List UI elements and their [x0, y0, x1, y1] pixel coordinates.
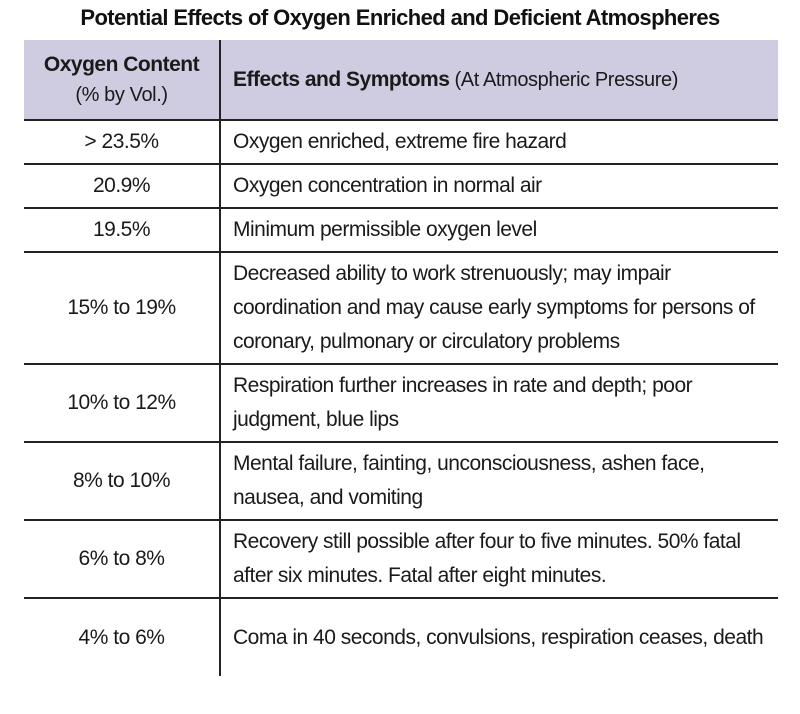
table-row: 15% to 19% Decreased ability to work str…	[24, 252, 778, 365]
table-title: Potential Effects of Oxygen Enriched and…	[80, 5, 720, 30]
header-oxygen-content-label: Oxygen Content	[43, 52, 200, 76]
effect-cell: Decreased ability to work strenuously; m…	[220, 252, 778, 365]
header-effects-note: (At Atmospheric Pressure)	[449, 68, 679, 91]
effect-cell: Oxygen concentration in normal air	[220, 164, 778, 209]
oxygen-effects-table: Oxygen Content (% by Vol.) Effects and S…	[24, 40, 778, 676]
oxygen-content-cell: > 23.5%	[24, 120, 221, 165]
effect-cell: Coma in 40 seconds, convulsions, respira…	[233, 625, 764, 649]
effect-cell: Oxygen enriched, extreme fire hazard	[220, 120, 778, 165]
oxygen-content-cell: 20.9%	[24, 164, 221, 209]
table-row: 10% to 12% Respiration further increases…	[24, 364, 778, 443]
oxygen-content-cell: 10% to 12%	[24, 364, 221, 443]
header-effects: Effects and Symptoms (At Atmospheric Pre…	[220, 40, 778, 121]
table-row: 20.9% Oxygen concentration in normal air	[24, 164, 778, 209]
effect-cell: Mental failure, fainting, unconsciousnes…	[220, 442, 778, 521]
table-row: 4% to 6% Coma in 40 seconds, convulsions…	[24, 598, 778, 676]
oxygen-content-cell: 8% to 10%	[24, 442, 221, 521]
effect-cell: Respiration further increases in rate an…	[220, 364, 778, 443]
header-oxygen-content: Oxygen Content (% by Vol.)	[24, 40, 221, 121]
header-effects-label: Effects and Symptoms	[233, 67, 450, 91]
oxygen-content-cell: 4% to 6%	[24, 598, 221, 676]
oxygen-content-cell: 19.5%	[24, 208, 221, 253]
table-row: 19.5% Minimum permissible oxygen level	[24, 208, 778, 253]
table-row: 8% to 10% Mental failure, fainting, unco…	[24, 442, 778, 521]
table-row: > 23.5% Oxygen enriched, extreme fire ha…	[24, 120, 778, 165]
effect-cell: Minimum permissible oxygen level	[220, 208, 778, 253]
oxygen-content-cell: 6% to 8%	[24, 520, 221, 599]
table-row: 6% to 8% Recovery still possible after f…	[24, 520, 778, 599]
header-oxygen-content-unit: (% by Vol.)	[75, 83, 168, 106]
oxygen-content-cell: 15% to 19%	[24, 252, 221, 365]
effect-cell: Recovery still possible after four to fi…	[220, 520, 778, 599]
header-row: Oxygen Content (% by Vol.) Effects and S…	[24, 40, 778, 121]
